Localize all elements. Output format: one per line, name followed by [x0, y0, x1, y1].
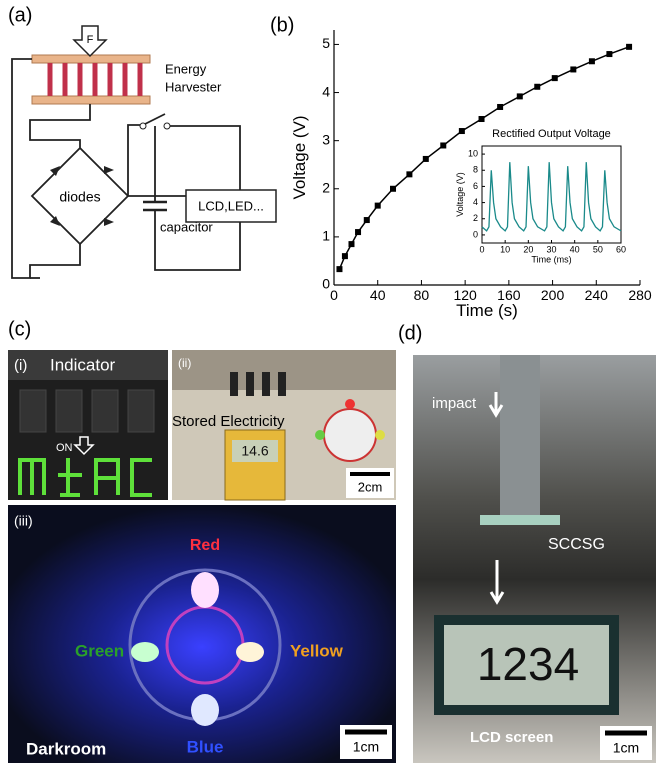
force-label: F — [87, 34, 94, 46]
y-tick-label: 4 — [473, 197, 478, 207]
panel-label: (a) — [8, 4, 32, 26]
y-tick-label: 2 — [473, 213, 478, 223]
chart-title: Rectified Output Voltage — [492, 128, 611, 140]
led-blue: Blue — [187, 737, 224, 756]
screen-label: LCD screen — [470, 729, 553, 746]
x-tick-label: 20 — [523, 245, 533, 255]
photo-indicator: (i) Indicator ON — [8, 350, 168, 500]
photo-lcd: 1234 impact SCCSG LCD screen 1cm — [413, 355, 656, 763]
data-point — [626, 44, 632, 50]
y-axis-label: Voltage (V) — [290, 115, 309, 199]
x-tick-label: 0 — [330, 287, 338, 303]
figure: (a) (b) (c) (d) F Energy Harvester diode… — [0, 0, 662, 769]
photo-label: (ii) — [178, 356, 191, 370]
photo-stored-electricity: 14.6 (ii) Stored Electricity 2cm — [172, 350, 396, 500]
y-tick-label: 0 — [473, 229, 478, 239]
y-axis-label: Voltage (V) — [455, 172, 465, 217]
y-tick-label: 0 — [322, 276, 330, 292]
load-label: LCD,LED... — [198, 198, 264, 213]
data-point — [406, 171, 412, 177]
x-tick-label: 240 — [585, 287, 609, 303]
led-green: Green — [75, 641, 124, 660]
panel-label: (d) — [398, 322, 422, 344]
impact-label: impact — [432, 395, 477, 412]
y-tick-label: 4 — [322, 83, 330, 99]
scale-label: 1cm — [613, 740, 639, 756]
data-point — [348, 241, 354, 247]
on-label: ON — [56, 442, 73, 454]
stored-title: Stored Electricity — [172, 413, 285, 430]
y-tick-label: 1 — [322, 228, 330, 244]
led-red: Red — [190, 537, 220, 554]
data-point — [390, 186, 396, 192]
x-tick-label: 40 — [370, 287, 386, 303]
data-point — [570, 66, 576, 72]
data-point — [355, 229, 361, 235]
y-tick-label: 3 — [322, 131, 330, 147]
y-tick-label: 8 — [473, 165, 478, 175]
y-tick-label: 2 — [322, 179, 330, 195]
data-point — [479, 116, 485, 122]
photo-label: (i) — [14, 357, 27, 374]
diodes-label: diodes — [59, 189, 100, 205]
y-tick-label: 6 — [473, 181, 478, 191]
x-tick-label: 40 — [570, 245, 580, 255]
data-point — [552, 75, 558, 81]
x-tick-label: 30 — [546, 245, 556, 255]
x-tick-label: 60 — [616, 245, 626, 255]
panel-label: (b) — [270, 14, 294, 36]
data-point — [606, 51, 612, 57]
data-point — [375, 203, 381, 209]
data-point — [336, 266, 342, 272]
x-axis-label: Time (ms) — [531, 254, 571, 264]
x-tick-label: 200 — [541, 287, 565, 303]
data-point — [497, 104, 503, 110]
harvester-label: Energy — [165, 61, 207, 76]
device-label: SCCSG — [548, 536, 605, 553]
x-tick-label: 10 — [500, 245, 510, 255]
x-tick-label: 280 — [628, 287, 652, 303]
photo-label: (iii) — [14, 513, 33, 529]
led-yellow: Yellow — [290, 641, 344, 660]
x-tick-label: 0 — [479, 245, 484, 255]
scale-label: 1cm — [353, 739, 379, 755]
data-point — [517, 93, 523, 99]
data-point — [364, 217, 370, 223]
scale-label: 2cm — [358, 479, 383, 494]
y-tick-label: 10 — [468, 148, 478, 158]
data-point — [342, 253, 348, 259]
data-point — [440, 142, 446, 148]
x-tick-label: 80 — [414, 287, 430, 303]
data-point — [459, 128, 465, 134]
data-point — [534, 84, 540, 90]
indicator-title: Indicator — [50, 355, 116, 374]
lcd-digits: 1234 — [477, 638, 579, 690]
photo-darkroom: (iii) Red Green Yellow Blue Darkroom 1cm — [8, 505, 396, 763]
panel-label: (c) — [8, 318, 31, 340]
x-axis-label: Time (s) — [456, 301, 518, 320]
harvester-label: Harvester — [165, 79, 222, 94]
meter-reading: 14.6 — [241, 443, 268, 459]
x-tick-label: 50 — [593, 245, 603, 255]
circuit: F Energy Harvester diodes capacitor LCD,… — [12, 26, 276, 278]
darkroom-label: Darkroom — [26, 739, 106, 758]
y-tick-label: 5 — [322, 35, 330, 51]
data-point — [423, 156, 429, 162]
data-point — [589, 58, 595, 64]
